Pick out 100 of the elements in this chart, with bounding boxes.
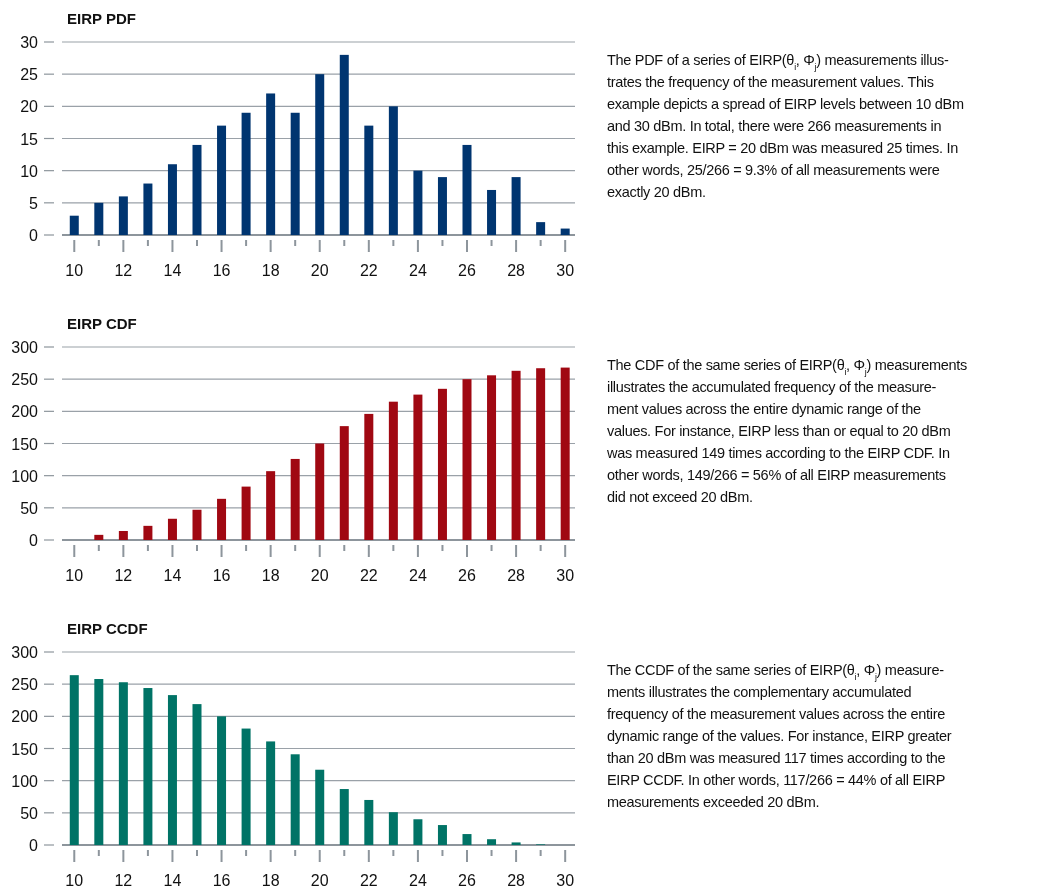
y-tick-label: 10 (20, 162, 39, 180)
y-tick-label: 250 (11, 371, 39, 389)
bar (315, 443, 325, 540)
x-tick-label: 24 (409, 262, 427, 279)
bar (69, 675, 79, 845)
bar (143, 688, 153, 845)
x-tick-label: 24 (409, 872, 427, 889)
y-tick-label: 200 (11, 403, 39, 421)
bar (536, 222, 546, 235)
bar (536, 368, 546, 540)
x-tick-label: 22 (359, 872, 378, 889)
text: The PDF of a series of EIRP(θ$_{i}$, Φ$_{j}$) measurements illus- trates the frequency of the measurement values. This example depicts a spread of EIRP levels between 10 dBm and 30 dBm. In total, there were 266 measurements in this example. EIRP = 20 dBm was measured 25 times. In other words, 25/266 = 9.3% of all measurements were exactly 20 dBm. (607, 52, 964, 200)
bar (388, 401, 398, 540)
bar (487, 375, 497, 540)
bar (339, 426, 349, 540)
bar (94, 202, 104, 235)
bar (217, 716, 227, 845)
text: The CDF of the same series of EIRP(θ$_{i}$, Φ$_{j}$) measurements illustrates the accumulated frequency of the measure- ment values across the entire dynamic range of the values. For instance, EIRP less than or equal to 20 dBm was measured 149 times according to the EIRP CDF. In other words, 149/266 = 56% of all EIRP measurements did not exceed 20 dBm. (607, 357, 967, 505)
bar (192, 144, 202, 235)
bar (217, 498, 227, 540)
bar (511, 177, 521, 235)
y-tick-label: 150 (11, 740, 39, 758)
x-tick-label: 14 (163, 567, 182, 584)
bar (241, 486, 251, 540)
bar (118, 196, 128, 235)
bar (167, 695, 177, 845)
bar (388, 106, 398, 235)
y-tick-label: 50 (20, 804, 39, 822)
bar (94, 534, 104, 540)
y-tick-label: 150 (11, 435, 39, 453)
x-tick-label: 20 (310, 567, 329, 584)
chart-title: EIRP CDF (67, 315, 137, 332)
bar (364, 799, 374, 845)
bar (339, 54, 349, 235)
x-tick-label: 30 (556, 567, 575, 584)
x-tick-label: 10 (65, 567, 84, 584)
x-tick-label: 24 (409, 567, 427, 584)
bar (143, 183, 153, 235)
bar (560, 367, 570, 540)
x-tick-label: 18 (261, 567, 280, 584)
bar (118, 682, 128, 845)
x-tick-label: 22 (359, 567, 378, 584)
y-tick-label: 30 (20, 34, 39, 51)
bar (290, 754, 300, 845)
x-tick-label: 14 (163, 262, 182, 279)
bar (266, 741, 276, 845)
bar (462, 144, 472, 235)
bar (192, 704, 202, 845)
y-tick-label: 100 (11, 772, 39, 790)
bar (388, 812, 398, 845)
y-tick-label: 50 (20, 499, 39, 517)
x-tick-label: 26 (458, 872, 476, 889)
bar (487, 189, 497, 235)
x-tick-label: 16 (212, 567, 231, 584)
y-tick-label: 15 (20, 130, 39, 148)
bar (266, 93, 276, 235)
bar (315, 769, 325, 845)
bar (364, 125, 374, 235)
bar (413, 819, 423, 845)
x-tick-label: 28 (507, 872, 526, 889)
y-tick-label: 300 (11, 644, 39, 661)
chart-title: EIRP CCDF (67, 620, 148, 637)
y-tick-label: 100 (11, 467, 39, 485)
x-tick-label: 12 (114, 872, 133, 889)
bar (290, 112, 300, 235)
bar (69, 215, 79, 235)
bar (241, 728, 251, 845)
x-tick-label: 10 (65, 872, 84, 889)
bar (94, 679, 104, 845)
bar (290, 458, 300, 540)
x-tick-label: 14 (163, 872, 182, 889)
y-tick-label: 5 (29, 194, 39, 212)
x-tick-label: 16 (212, 872, 231, 889)
bar (413, 394, 423, 540)
bar (560, 228, 570, 235)
bar (462, 379, 472, 540)
y-tick-label: 250 (11, 676, 39, 694)
bar (437, 177, 447, 235)
x-tick-label: 16 (212, 262, 231, 279)
bar (143, 525, 153, 540)
bar (266, 471, 276, 540)
x-tick-label: 28 (507, 567, 526, 584)
x-tick-label: 20 (310, 872, 329, 889)
bar (511, 842, 521, 845)
chart-title: EIRP PDF (67, 10, 136, 27)
bar (487, 839, 497, 845)
y-tick-label: 300 (11, 339, 39, 356)
bar (364, 413, 374, 540)
y-tick-label: 200 (11, 708, 39, 726)
bar (315, 74, 325, 235)
x-tick-label: 20 (310, 262, 329, 279)
bar (118, 530, 128, 540)
bar (217, 125, 227, 235)
x-tick-label: 26 (458, 262, 476, 279)
x-tick-label: 26 (458, 567, 476, 584)
x-tick-label: 18 (261, 262, 280, 279)
y-tick-label: 20 (20, 98, 39, 116)
x-tick-label: 30 (556, 872, 575, 889)
bar (339, 789, 349, 845)
y-tick-label: 25 (20, 66, 39, 84)
